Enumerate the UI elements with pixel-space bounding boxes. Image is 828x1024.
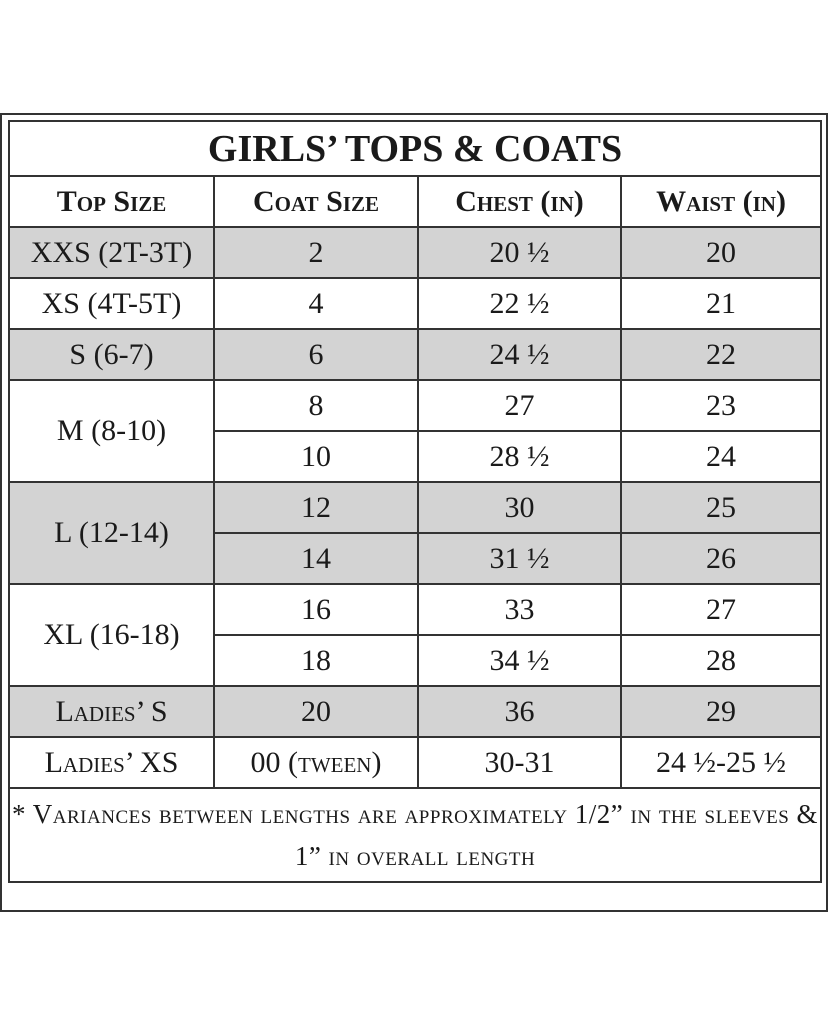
top-size-cell: XXS (2T-3T) [8,226,215,279]
coat-size-cell: 16 [213,583,419,636]
column-header: Coat Size [213,175,419,228]
top-size-cell: M (8-10) [8,379,215,483]
coat-size-cell: 18 [213,634,419,687]
table-title: GIRLS’ TOPS & COATS [7,120,823,177]
waist-cell: 29 [619,685,823,738]
waist-cell: 20 [619,226,823,279]
size-table: GIRLS’ TOPS & COATS Top Size Coat Size C… [7,120,823,883]
top-size-cell: S (6-7) [8,328,215,381]
column-header: Waist (in) [619,175,823,228]
size-row: Ladies’ XS 00 (tween) 30-31 24 ½-25 ½ [8,736,823,789]
coat-size-cell: 10 [213,430,419,483]
table-body: GIRLS’ TOPS & COATS Top Size Coat Size C… [7,120,823,883]
coat-size-cell: 14 [213,532,419,585]
footnote: * Variances between lengths are approxim… [7,787,823,883]
chest-cell: 30-31 [417,736,622,789]
size-row: 18 34 ½ 28 [9,634,823,687]
chest-cell: 20 ½ [417,226,622,279]
size-row: Ladies’ S 20 36 29 [8,685,823,738]
chest-cell: 22 ½ [417,277,622,330]
waist-cell: 24 [619,430,823,483]
chest-cell: 31 ½ [417,532,622,585]
chest-cell: 24 ½ [417,328,622,381]
coat-size-cell: 6 [213,328,419,381]
size-row: S (6-7) 6 24 ½ 22 [8,328,823,381]
outer-frame [0,113,828,912]
chest-cell: 33 [417,583,622,636]
chest-cell: 30 [417,481,622,534]
coat-size-cell: 12 [213,481,419,534]
size-row: L (12-14) 12 30 25 [8,481,823,585]
waist-cell: 28 [619,634,823,687]
waist-cell: 24 ½-25 ½ [619,736,823,789]
footnote-row: * Variances between lengths are approxim… [7,787,823,883]
waist-cell: 22 [619,328,823,381]
chest-cell: 36 [417,685,622,738]
waist-cell: 21 [619,277,823,330]
coat-size-cell: 4 [213,277,419,330]
title-row: GIRLS’ TOPS & COATS [7,120,823,177]
coat-size-cell: 2 [213,226,419,279]
waist-cell: 27 [619,583,823,636]
column-header: Chest (in) [417,175,622,228]
waist-cell: 26 [619,532,823,585]
top-size-cell: L (12-14) [8,481,215,585]
coat-size-cell: 8 [213,379,419,432]
waist-cell: 25 [619,481,823,534]
chest-cell: 34 ½ [417,634,622,687]
chest-cell: 27 [417,379,622,432]
top-size-cell: Ladies’ S [8,685,215,738]
coat-size-cell: 20 [213,685,419,738]
size-row: M (8-10) 8 27 23 [8,379,823,483]
top-size-cell: XL (16-18) [8,583,215,687]
column-header: Top Size [8,175,215,228]
size-row: XXS (2T-3T) 2 20 ½ 20 [8,226,823,279]
coat-size-cell: 00 (tween) [213,736,419,789]
waist-cell: 23 [619,379,823,432]
size-row: XL (16-18) 16 33 27 [8,583,823,687]
top-size-cell: XS (4T-5T) [8,277,215,330]
chest-cell: 28 ½ [417,430,622,483]
size-row: XS (4T-5T) 4 22 ½ 21 [8,277,823,330]
size-row: 10 28 ½ 24 [9,430,823,483]
size-row: 14 31 ½ 26 [9,532,823,585]
header-row: Top Size Coat Size Chest (in) Waist (in) [8,175,823,228]
top-size-cell: Ladies’ XS [8,736,215,789]
